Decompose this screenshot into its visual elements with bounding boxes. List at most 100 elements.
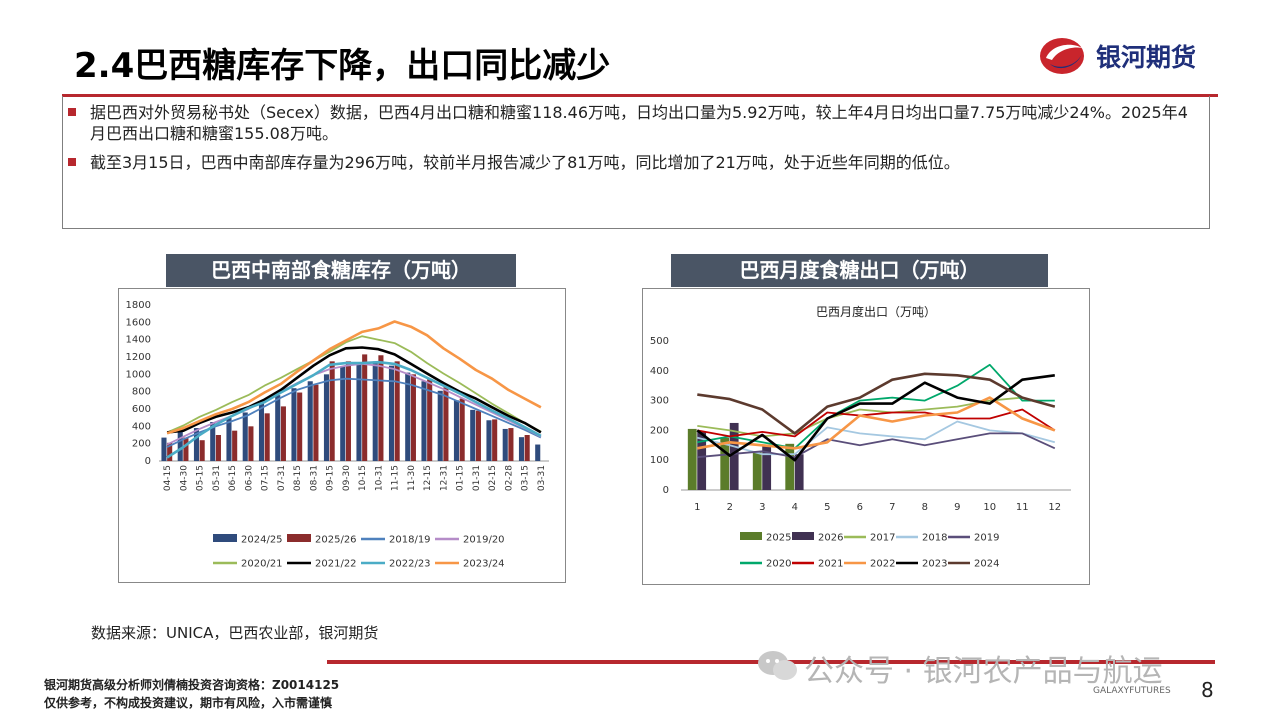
note-item: 截至3月15日，巴西中南部库存量为296万吨，较前半月报告减少了81万吨，同比增…	[68, 152, 1200, 173]
series-line-2021	[697, 408, 1056, 438]
x-tick-label: 03-31	[537, 465, 547, 491]
series-line-2020/21	[166, 335, 542, 434]
x-tick-label: 9	[954, 502, 960, 513]
bar-2024/25	[242, 412, 248, 461]
x-tick-label: 6	[857, 502, 863, 513]
x-tick-label: 01-31	[472, 465, 482, 491]
legend-label: 2023/24	[463, 559, 505, 570]
note-item: 据巴西对外贸易秘书处（Secex）数据，巴西4月出口糖和糖蜜118.46万吨，日…	[68, 102, 1200, 144]
bar-2025/26	[215, 435, 221, 461]
bar-2025/26	[524, 435, 530, 461]
footer-analyst: 银河期货高级分析师刘倩楠投资咨询资格：Z0014125	[44, 678, 340, 692]
bar-2025/26	[329, 361, 335, 461]
page-number: 8	[1201, 678, 1214, 702]
bar-2024/25	[161, 437, 167, 461]
legend-label: 2017	[870, 533, 895, 544]
legend-label: 2024	[974, 559, 999, 570]
x-tick-label: 09-15	[326, 465, 336, 491]
series-line-2019	[697, 432, 1056, 459]
x-tick-label: 06-15	[228, 465, 238, 491]
bar-2025	[785, 443, 795, 490]
legend-label: 2020	[766, 559, 791, 570]
x-tick-label: 07-31	[277, 465, 287, 491]
bar-2024/25	[405, 372, 411, 461]
legend-label: 2022/23	[389, 559, 431, 570]
bar-2024/25	[502, 428, 508, 461]
y-tick-label: 400	[132, 421, 151, 432]
logo-text: 银河期货	[1096, 43, 1197, 72]
bar-2025/26	[297, 392, 303, 461]
bar-2025/26	[345, 361, 351, 461]
watermark-text: 公众号 · 银河农产品与航运	[804, 654, 1163, 689]
bar-2024/25	[486, 420, 492, 461]
legend-label: 2022	[870, 559, 895, 570]
x-tick-label: 05-15	[196, 465, 206, 491]
bar-2024/25	[275, 395, 281, 461]
x-tick-label: 10	[983, 502, 996, 513]
series-line-2018/19	[166, 377, 542, 448]
bar-2026	[794, 454, 804, 490]
bar-2025/26	[459, 398, 465, 461]
x-tick-label: 11	[1016, 502, 1029, 513]
bar-2024/25	[372, 361, 378, 461]
x-tick-label: 4	[792, 502, 798, 513]
bar-2026	[729, 422, 739, 490]
bar-2024/25	[210, 422, 216, 461]
legend-label: 2026	[818, 533, 843, 544]
bar-2025/26	[475, 410, 481, 461]
bar-2025	[687, 428, 697, 490]
bar-2024/25	[291, 388, 297, 461]
legend-label: 2021	[818, 559, 843, 570]
legend-label: 2018/19	[389, 535, 431, 546]
x-tick-label: 8	[922, 502, 928, 513]
legend-label: 2023	[922, 559, 947, 570]
bar-2026	[697, 431, 707, 490]
y-tick-label: 300	[650, 396, 669, 407]
bar-2024/25	[258, 402, 265, 461]
y-tick-label: 1000	[126, 369, 151, 380]
bar-2025/26	[280, 406, 286, 461]
x-tick-label: 04-15	[163, 465, 173, 491]
x-tick-label: 06-30	[244, 465, 254, 491]
y-tick-label: 1800	[126, 300, 151, 311]
series-line-2018	[697, 420, 1056, 456]
bar-2024/25	[177, 431, 183, 461]
legend-label: 2020/21	[241, 559, 283, 570]
bar-2024/25	[518, 437, 525, 461]
y-tick-label: 600	[132, 404, 151, 415]
y-tick-label: 1600	[126, 317, 151, 328]
x-tick-label: 08-31	[309, 465, 319, 491]
note-text: 据巴西对外贸易秘书处（Secex）数据，巴西4月出口糖和糖蜜118.46万吨，日…	[90, 103, 1188, 143]
x-tick-label: 04-30	[179, 465, 189, 491]
y-tick-label: 1200	[126, 352, 151, 363]
bar-2026	[762, 445, 772, 490]
y-tick-label: 800	[132, 387, 151, 398]
bar-2025/26	[362, 354, 368, 461]
legend-label: 2025/26	[315, 535, 357, 546]
x-tick-label: 12	[1048, 502, 1061, 513]
bar-2025	[752, 451, 762, 490]
series-line-2024	[697, 372, 1056, 435]
bar-2024/25	[421, 381, 427, 461]
series-line-2020	[697, 363, 1055, 450]
bullet-square-icon	[68, 108, 76, 116]
watermark-sub: GALAXYFUTURES	[1093, 686, 1171, 696]
export-chart-title: 巴西月度食糖出口（万吨）	[671, 254, 1048, 287]
x-tick-label: 11-15	[391, 465, 401, 491]
legend-swatch	[213, 534, 237, 542]
bar-2025/26	[167, 442, 173, 461]
x-tick-label: 12-15	[423, 465, 433, 491]
bar-2025/26	[378, 355, 384, 461]
legend-label: 2025	[766, 533, 791, 544]
galaxy-logo-icon	[1040, 38, 1084, 74]
y-tick-label: 400	[650, 366, 669, 377]
legend-label: 2024/25	[241, 535, 283, 546]
bar-2025/26	[410, 374, 416, 461]
bar-2024/25	[453, 400, 460, 461]
bar-2025/26	[248, 426, 254, 461]
bar-2025/26	[264, 413, 270, 461]
chart-inner-title: 巴西月度出口（万吨）	[816, 304, 936, 319]
data-source: 数据来源：UNICA，巴西农业部，银河期货	[91, 624, 379, 642]
footer-disclaimer: 仅供参考，不构成投资建议，期市有风险，入市需谨慎	[44, 696, 333, 710]
